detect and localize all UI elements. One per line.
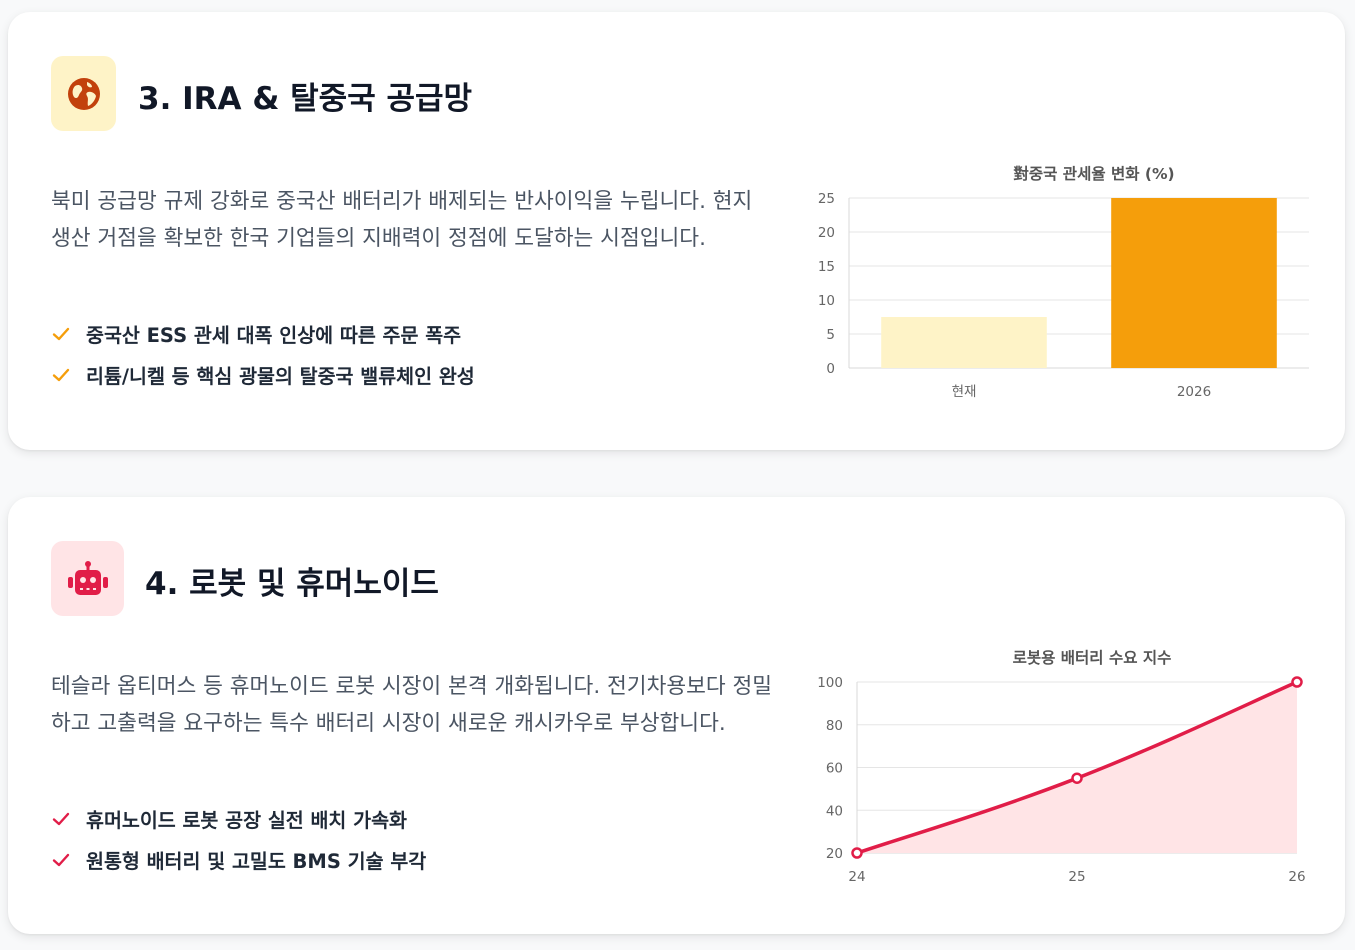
y-tick-label: 20 (826, 846, 843, 862)
robot-demand-line-chart: 로봇용 배터리 수요 지수 20 40 60 80 100 24 25 26 (773, 637, 1313, 897)
globe-icon-container (51, 56, 116, 131)
area-fill (857, 682, 1297, 853)
data-point (1071, 772, 1083, 784)
check-icon (52, 853, 70, 866)
feature-text: 중국산 ESS 관세 대폭 인상에 따른 주문 폭주 (86, 324, 462, 347)
y-tick-label: 25 (818, 191, 835, 207)
y-tick-label: 0 (826, 361, 835, 377)
chart-title: 로봇용 배터리 수요 지수 (1013, 649, 1172, 667)
check-icon (52, 368, 70, 381)
feature-item: 중국산 ESS 관세 대폭 인상에 따른 주문 폭주 (51, 313, 475, 354)
feature-item: 리튬/니켈 등 핵심 광물의 탈중국 밸류체인 완성 (51, 354, 475, 395)
feature-text: 휴머노이드 로봇 공장 실전 배치 가속화 (86, 809, 407, 832)
robot-icon (67, 560, 108, 595)
y-tick-label: 20 (818, 225, 835, 241)
section-description: 테슬라 옵티머스 등 휴머노이드 로봇 시장이 본격 개화됩니다. 전기차용보다… (51, 674, 773, 736)
x-tick-label: 25 (1068, 869, 1085, 885)
feature-text: 리튬/니켈 등 핵심 광물의 탈중국 밸류체인 완성 (86, 365, 475, 388)
y-tick-label: 60 (826, 761, 843, 777)
y-tick-label: 100 (817, 675, 843, 691)
check-icon (52, 327, 70, 340)
ira-section-card: 3. IRA & 탈중국 공급망 북미 공급망 규제 강화로 중국산 배터리가 … (8, 12, 1345, 450)
section-description: 북미 공급망 규제 강화로 중국산 배터리가 배제되는 반사이익을 누립니다. … (51, 189, 753, 251)
y-tick-label: 10 (818, 293, 835, 309)
x-tick-label: 2026 (1177, 384, 1211, 400)
feature-list: 중국산 ESS 관세 대폭 인상에 따른 주문 폭주 리튬/니켈 등 핵심 광물… (51, 313, 475, 395)
section-title: 4. 로봇 및 휴머노이드 (145, 566, 439, 602)
y-tick-label: 80 (826, 718, 843, 734)
data-point (851, 847, 863, 859)
robot-icon-container (51, 541, 124, 616)
check-icon (52, 812, 70, 825)
y-tick-label: 40 (826, 803, 843, 819)
bar (1111, 198, 1277, 368)
section-title: 3. IRA & 탈중국 공급망 (138, 81, 473, 117)
y-tick-label: 5 (826, 327, 835, 343)
globe-icon (67, 77, 100, 110)
tariff-bar-chart: 對중국 관세율 변화 (%) 0 5 10 15 20 25 현재 2026 (773, 152, 1313, 412)
bar (881, 317, 1047, 368)
feature-item: 원통형 배터리 및 고밀도 BMS 기술 부각 (51, 839, 426, 880)
feature-item: 휴머노이드 로봇 공장 실전 배치 가속화 (51, 798, 426, 839)
robot-chart-svg: 로봇용 배터리 수요 지수 20 40 60 80 100 24 25 26 (817, 649, 1305, 885)
y-tick-label: 15 (818, 259, 835, 275)
tariff-chart-svg: 對중국 관세율 변화 (%) 0 5 10 15 20 25 현재 2026 (818, 164, 1309, 400)
x-tick-label: 26 (1288, 869, 1305, 885)
chart-title: 對중국 관세율 변화 (%) (1013, 164, 1174, 183)
x-tick-label: 24 (848, 869, 865, 885)
data-point (1291, 676, 1303, 688)
feature-list: 휴머노이드 로봇 공장 실전 배치 가속화 원통형 배터리 및 고밀도 BMS … (51, 798, 426, 880)
x-tick-label: 현재 (952, 384, 977, 400)
robot-section-card: 4. 로봇 및 휴머노이드 테슬라 옵티머스 등 휴머노이드 로봇 시장이 본격… (8, 497, 1345, 934)
feature-text: 원통형 배터리 및 고밀도 BMS 기술 부각 (86, 850, 427, 873)
